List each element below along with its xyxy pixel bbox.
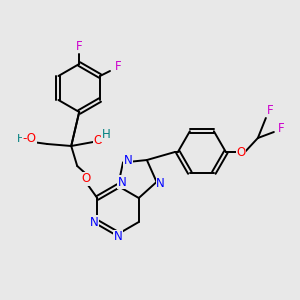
Text: N: N — [118, 176, 126, 188]
Text: H: H — [102, 128, 111, 142]
Text: N: N — [90, 215, 99, 229]
Text: O: O — [236, 146, 245, 158]
Text: N: N — [156, 177, 165, 190]
Text: O: O — [82, 172, 91, 185]
Text: N: N — [114, 230, 122, 244]
Text: F: F — [278, 122, 284, 134]
Text: -O: -O — [22, 133, 36, 146]
Text: O: O — [94, 134, 103, 146]
Text: N: N — [124, 154, 132, 167]
Text: F: F — [115, 61, 121, 74]
Text: H: H — [17, 134, 26, 144]
Text: F: F — [76, 40, 83, 52]
Text: F: F — [266, 103, 273, 116]
